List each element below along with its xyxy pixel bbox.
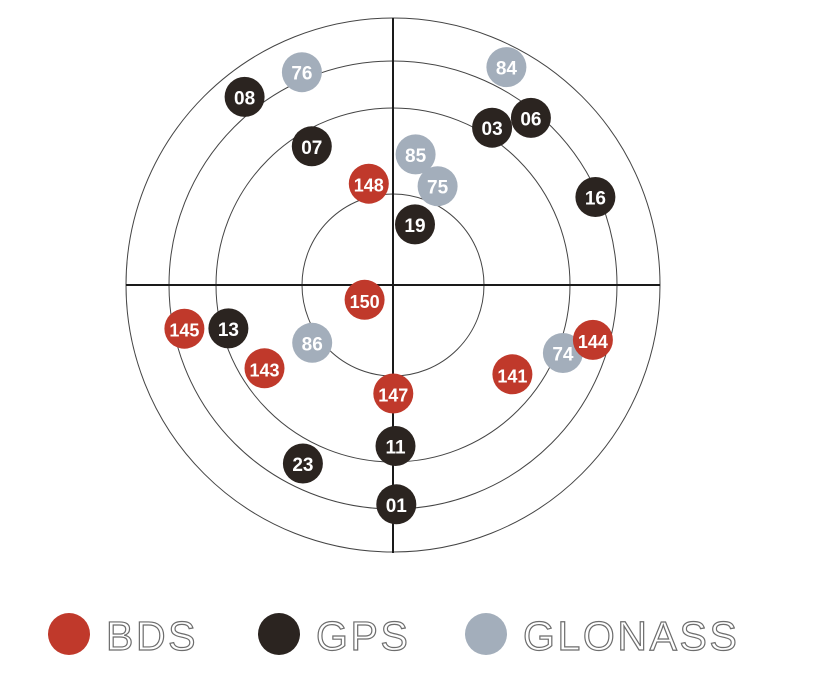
- svg-text:GPS: GPS: [316, 613, 410, 659]
- svg-text:BDS: BDS: [106, 613, 198, 659]
- svg-text:GLONASS: GLONASS: [523, 613, 739, 659]
